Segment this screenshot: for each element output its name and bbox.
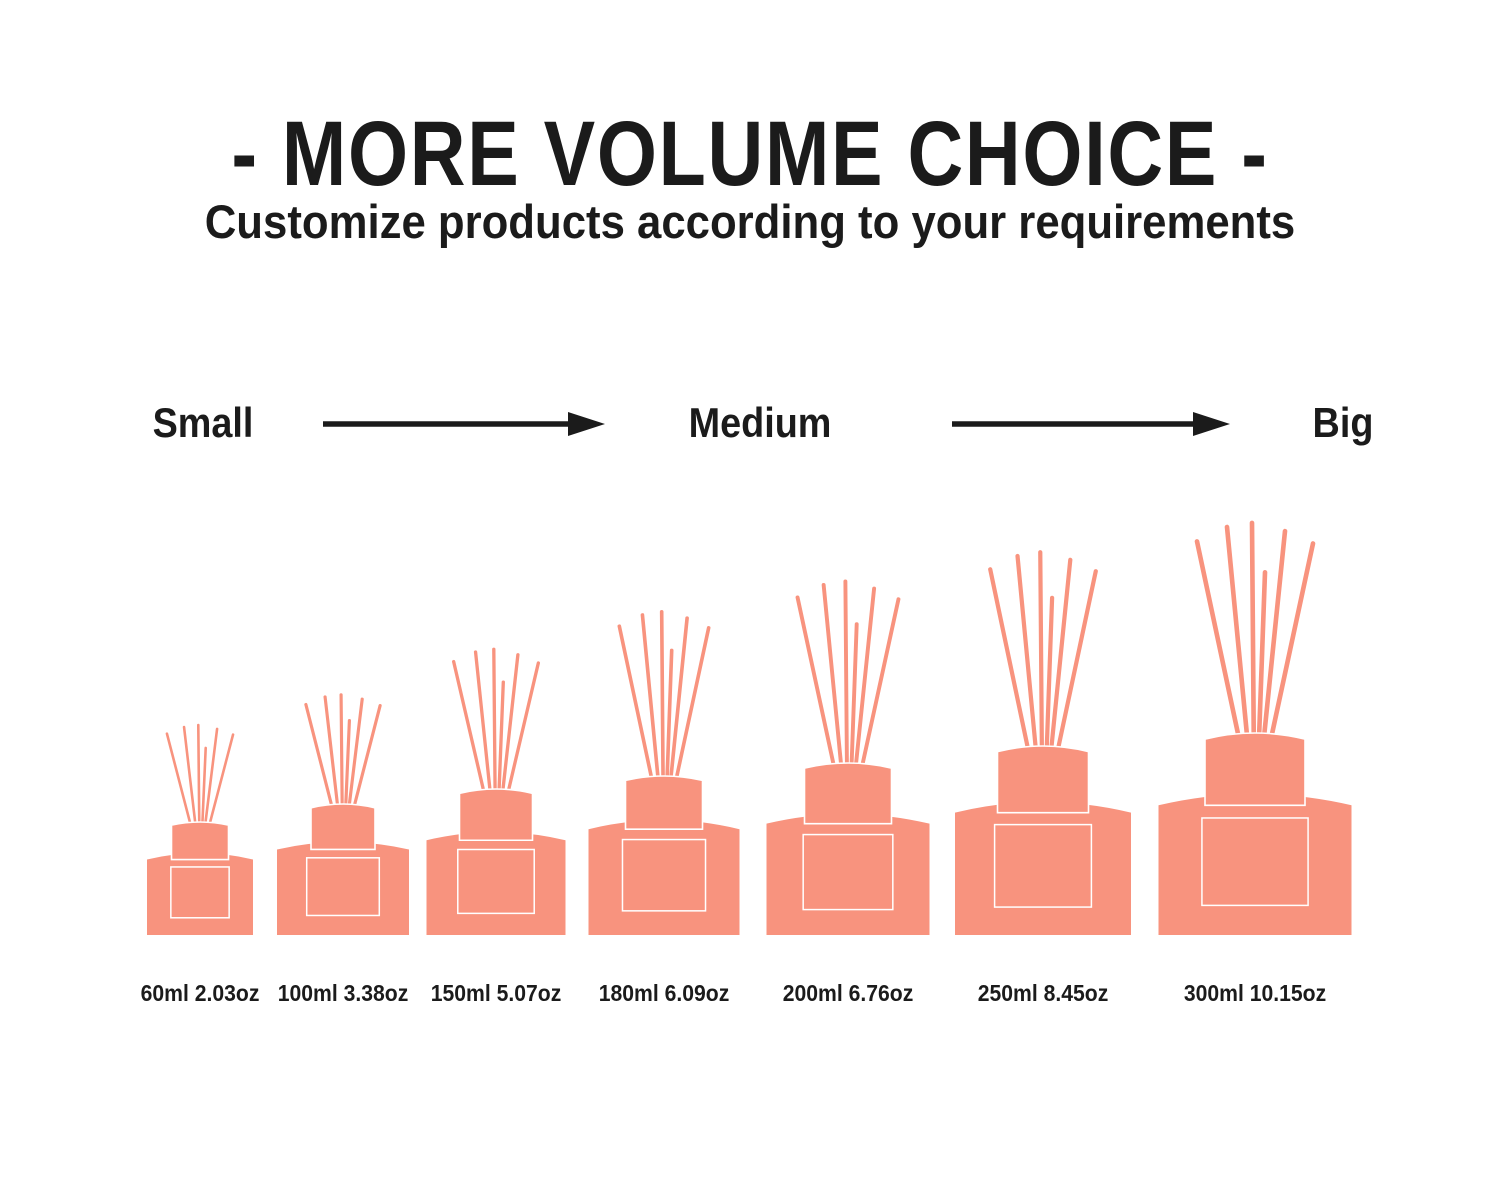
reed-stick [795,595,842,794]
bottle-label-outline [621,838,707,912]
volume-label: 200ml 6.76oz [782,980,914,1006]
reed-stick [1262,541,1316,769]
arrow-medium-to-big-icon [952,412,1230,436]
reed-stick [1015,553,1041,779]
volume-label: 250ml 8.45oz [977,980,1109,1006]
diffuser-bottle [277,693,409,935]
size-label-big: Big [1312,399,1374,446]
bottle-label-outline [305,857,381,917]
reed-stick [640,613,662,803]
page-subtitle: Customize products according to your req… [204,195,1296,248]
diffuser-bottle [588,609,740,935]
reed-stick [659,609,666,803]
reed-stick [498,653,520,815]
bottle-cap [624,775,704,830]
size-label-small: Small [152,399,254,446]
arrow-small-to-medium-icon [323,412,605,436]
reed-stick [501,661,541,815]
reed-stick [1258,528,1288,769]
reed-stick [451,659,491,815]
reed-stick [851,586,877,794]
page-title: - MORE VOLUME CHOICE - [231,103,1269,205]
bottle-label-outline [1201,817,1309,907]
bottle-body [588,820,740,935]
bottle-cap [996,745,1090,814]
bottle-cap [1204,732,1306,807]
bottle-cap [170,821,230,861]
bottle-body [1158,794,1352,935]
volume-label: 100ml 3.38oz [277,980,409,1006]
reed-stick [988,567,1037,779]
reed-stick [843,579,850,794]
reed-stick [854,597,901,794]
volume-label: 150ml 5.07oz [430,980,562,1006]
diffuser-bottle [955,550,1131,935]
bottle-label-outline [993,823,1093,908]
volume-label: 180ml 6.09oz [598,980,730,1006]
reed-stick [1194,539,1248,769]
bottle-label-outline [457,848,535,915]
reed-stick [473,650,495,815]
reed-stick [1049,569,1098,779]
reed-stick [1249,520,1257,769]
diffuser-bottle [766,579,930,935]
reed-stick [492,647,497,815]
reed-stick [821,583,846,794]
bottle-label-outline [170,866,230,919]
bottle-body [277,842,409,935]
reed-stick [196,723,201,841]
size-label-medium: Medium [688,399,832,446]
diffuser-bottle [426,647,566,935]
diffuser-bottle [1158,520,1352,935]
diffuser-bottle [147,723,253,935]
progression-arrows [323,412,1230,436]
bottle-cap [310,803,376,851]
reed-stick [1046,557,1073,779]
reed-stick [666,616,689,803]
bottle-body [147,853,253,935]
volume-label: 60ml 2.03oz [140,980,260,1006]
volume-label: 300ml 10.15oz [1183,980,1327,1006]
reed-stick [617,624,659,803]
bottle-body [955,802,1131,935]
reed-stick [202,727,219,841]
bottle-cap [803,762,893,825]
reed-stick [669,626,711,803]
reed-stick [1224,524,1253,769]
reed-stick [1038,550,1045,779]
bottle-body [766,814,930,935]
bottle-cap [458,788,534,842]
bottle-body [426,832,566,935]
bottle-label-outline [802,833,894,911]
reed-stick [182,725,199,841]
reed-stick [165,732,196,841]
